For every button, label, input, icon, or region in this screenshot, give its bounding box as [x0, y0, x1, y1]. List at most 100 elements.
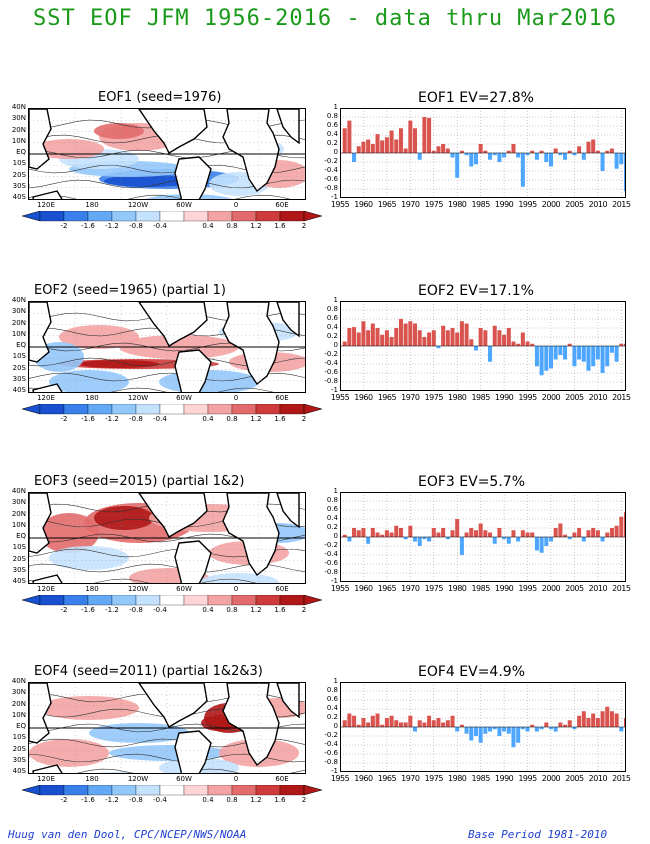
bar-xtick-label: 1985 — [471, 584, 490, 593]
bar-ytick-label: -0.2 — [324, 541, 338, 549]
bar-1980 — [455, 727, 460, 732]
bar-1978 — [445, 720, 450, 727]
bar-2008 — [586, 718, 591, 727]
bar-chart-title: EOF3 EV=5.7% — [418, 474, 525, 490]
bar-1999 — [544, 722, 549, 727]
bar-1957 — [347, 537, 352, 542]
lat-label: 10N — [11, 136, 26, 145]
eof-panel-2: EOF2 (seed=1965) (partial 1) 40N 30N 20N 10N… — [0, 283, 650, 463]
bar-xtick-label: 1975 — [424, 393, 444, 402]
bar-1967 — [394, 720, 399, 727]
bar-1979 — [450, 715, 455, 727]
bar-1980 — [455, 332, 460, 346]
colorbar-label: 0.8 — [226, 415, 238, 423]
bar-xtick-label: 2015 — [612, 393, 631, 402]
colorbar-label: 2 — [301, 222, 307, 230]
bar-1960 — [361, 141, 366, 153]
bar-2005 — [572, 727, 577, 730]
bar-ytick-label: 0.8 — [326, 496, 338, 504]
lon-label: 120E — [37, 775, 55, 783]
lat-label: 40S — [12, 577, 26, 585]
bar-xtick-label: 2000 — [541, 393, 561, 402]
bar-2012 — [605, 150, 610, 153]
bar-1966 — [389, 532, 394, 537]
bar-1994 — [520, 727, 525, 730]
lon-label: 0 — [233, 775, 239, 783]
colorbar-label: -0.8 — [129, 796, 143, 804]
bar-1975 — [431, 150, 436, 153]
bar-1996 — [530, 150, 535, 153]
bar-1982 — [464, 323, 469, 346]
bar-1967 — [394, 139, 399, 153]
bar-xtick-label: 2005 — [565, 200, 584, 209]
bar-1986 — [483, 727, 488, 734]
bar-ytick-label: -1 — [331, 577, 338, 585]
bar-1984 — [473, 727, 478, 736]
bar-1969 — [403, 323, 408, 346]
lat-label: 20S — [12, 363, 26, 372]
bar-2002 — [558, 523, 563, 537]
bar-1985 — [478, 328, 483, 346]
bar-1976 — [436, 146, 441, 153]
pc-bar-chart — [340, 108, 626, 198]
lon-label: 180 — [85, 201, 99, 209]
bar-xtick-label: 2015 — [612, 774, 631, 783]
bar-ytick-label: 0.2 — [326, 713, 338, 721]
bar-ytick-label: -0.8 — [324, 568, 338, 576]
bar-1991 — [506, 537, 511, 544]
pc-bar-chart — [340, 492, 626, 582]
bar-1985 — [478, 144, 483, 153]
bar-ytick-label: -0.8 — [324, 758, 338, 766]
bar-1965 — [384, 718, 389, 727]
bar-1965 — [384, 330, 389, 346]
lat-label: 20S — [12, 170, 26, 179]
bar-1962 — [370, 715, 375, 727]
bar-2013 — [609, 711, 614, 727]
colorbar-label: -1.2 — [105, 606, 119, 614]
bar-1981 — [459, 537, 464, 555]
bar-ytick-label: 0 — [333, 341, 338, 349]
bar-2009 — [591, 528, 596, 537]
bar-ytick-label: 0.4 — [326, 704, 338, 712]
bar-1987 — [488, 532, 493, 537]
colorbar-label: -0.4 — [153, 415, 167, 423]
bar-1964 — [380, 140, 385, 153]
lon-label: 120W — [127, 585, 149, 593]
bar-xtick-label: 1990 — [494, 200, 514, 209]
lon-label: 0 — [233, 394, 239, 402]
bar-1987 — [488, 727, 493, 732]
colorbar-label: 2 — [301, 796, 307, 804]
bar-ytick-label: 1 — [333, 487, 338, 495]
lat-label: 10S — [12, 733, 26, 742]
bar-2003 — [563, 346, 568, 360]
bar-1984 — [473, 530, 478, 537]
bar-ytick-label: 0.4 — [326, 130, 338, 138]
bar-1971 — [413, 128, 418, 153]
lon-label: 120W — [127, 394, 149, 402]
bar-1958 — [352, 528, 357, 537]
colorbar-label: 1.2 — [250, 222, 262, 230]
bar-2005 — [572, 346, 577, 367]
bar-1959 — [356, 146, 361, 153]
colorbar-label: 1.2 — [250, 606, 262, 614]
bar-1956 — [342, 534, 347, 537]
page-title: SST EOF JFM 1956-2016 - data thru Mar201… — [32, 6, 618, 31]
colorbar-label: -1.6 — [81, 415, 95, 423]
bar-1985 — [478, 523, 483, 537]
bar-1981 — [459, 724, 464, 727]
bar-2007 — [581, 153, 586, 160]
bar-1958 — [352, 153, 357, 162]
bar-2013 — [609, 346, 614, 353]
colorbar-label: 0.8 — [226, 796, 238, 804]
bar-1974 — [427, 117, 432, 153]
bar-1999 — [544, 153, 549, 162]
bar-1982 — [464, 153, 469, 156]
bar-2009 — [591, 346, 596, 367]
bar-2003 — [563, 724, 568, 727]
bar-1990 — [502, 537, 507, 540]
bar-1976 — [436, 718, 441, 727]
bar-1976 — [436, 346, 441, 349]
bar-xtick-label: 2000 — [541, 584, 561, 593]
bar-2006 — [577, 715, 582, 727]
bar-1960 — [361, 528, 366, 537]
